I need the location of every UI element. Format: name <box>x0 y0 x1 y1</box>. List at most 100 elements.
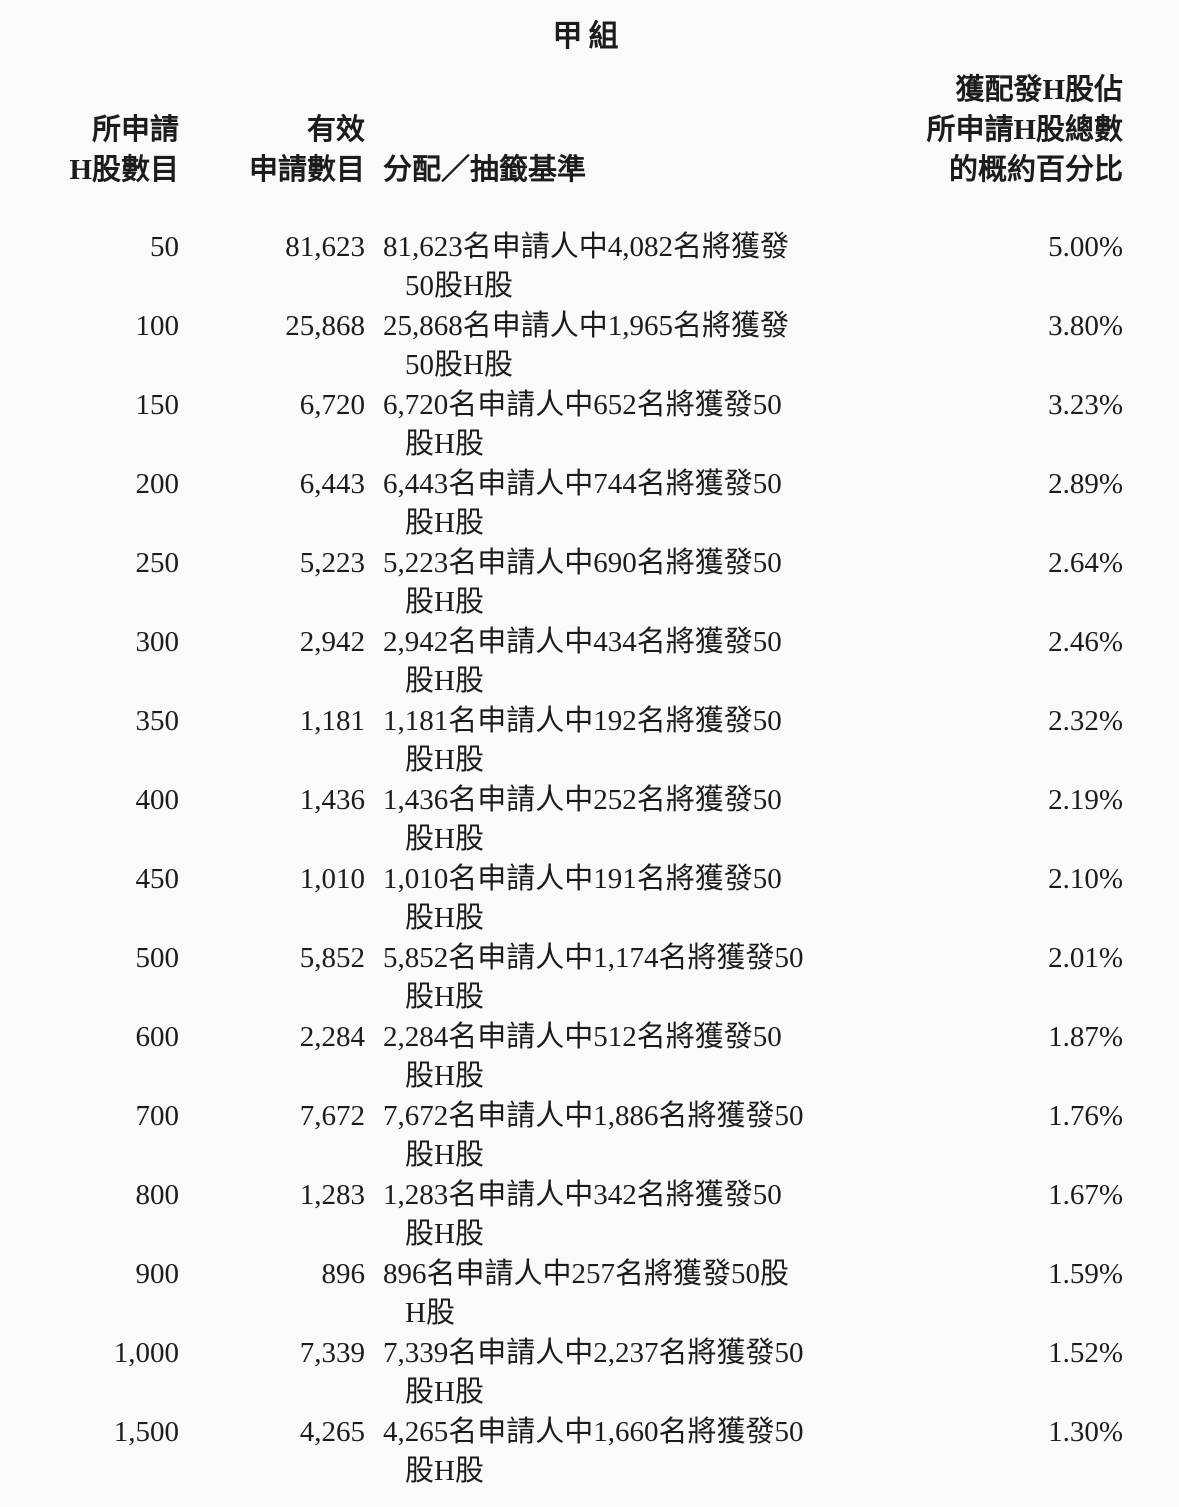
table-row: 200 6,443 6,443名申請人中744名將獲發50 股H股 2.89% <box>54 465 1124 543</box>
applied-shares-cell: 50 <box>150 231 179 263</box>
allocation-basis-cell: 2,284名申請人中512名將獲發50 股H股 <box>365 1018 885 1096</box>
basis-line1: 1,010名申請人中191名將獲發50 <box>383 863 782 895</box>
applied-shares-cell: 900 <box>135 1258 180 1290</box>
table-row: 500 5,852 5,852名申請人中1,174名將獲發50 股H股 2.01% <box>54 939 1124 1017</box>
basis-line2: 股H股 <box>405 823 484 855</box>
table-body: 50 81,623 81,623名申請人中4,082名將獲發 50股H股 5.00… <box>54 228 1123 1491</box>
allocation-basis-cell: 25,868名申請人中1,965名將獲發 50股H股 <box>365 307 885 385</box>
percentage-cell: 2.01% <box>1048 942 1123 974</box>
basis-line1: 896名申請人中257名將獲發50股 <box>383 1258 790 1290</box>
col-header-applied-line2: H股數目 <box>69 154 179 186</box>
basis-line2: 股H股 <box>405 981 484 1013</box>
basis-line1: 2,284名申請人中512名將獲發50 <box>383 1021 782 1053</box>
percentage-cell: 1.30% <box>1048 1416 1123 1448</box>
percentage-cell: 1.76% <box>1048 1100 1123 1132</box>
valid-applications-cell: 6,720 <box>299 389 365 421</box>
allocation-basis-cell: 2,942名申請人中434名將獲發50 股H股 <box>365 623 885 701</box>
table-row: 100 25,868 25,868名申請人中1,965名將獲發 50股H股 3.8… <box>54 307 1124 385</box>
basis-line2: 股H股 <box>405 428 484 460</box>
percentage-cell: 3.80% <box>1048 310 1123 342</box>
basis-line2: 股H股 <box>405 902 484 934</box>
applied-shares-cell: 350 <box>135 705 180 737</box>
basis-line1: 4,265名申請人中1,660名將獲發50 <box>383 1416 804 1448</box>
basis-line2: 股H股 <box>405 1376 484 1408</box>
allocation-basis-cell: 6,443名申請人中744名將獲發50 股H股 <box>365 465 885 543</box>
col-header-basis-label: 分配／抽籤基準 <box>383 154 587 186</box>
basis-line2: 股H股 <box>405 507 484 539</box>
applied-shares-cell: 400 <box>135 784 180 816</box>
valid-applications-cell: 1,436 <box>299 784 365 816</box>
percentage-cell: 2.19% <box>1048 784 1123 816</box>
applied-shares-cell: 250 <box>135 547 180 579</box>
allocation-basis-cell: 1,436名申請人中252名將獲發50 股H股 <box>365 781 885 859</box>
applied-shares-cell: 100 <box>135 310 180 342</box>
basis-line1: 6,443名申請人中744名將獲發50 <box>383 468 782 500</box>
col-header-percent-line3: 的概約百分比 <box>948 154 1123 186</box>
applied-shares-cell: 450 <box>135 863 180 895</box>
basis-line2: 股H股 <box>405 1218 484 1250</box>
basis-line2: 50股H股 <box>405 270 513 302</box>
table-row: 800 1,283 1,283名申請人中342名將獲發50 股H股 1.67% <box>54 1176 1124 1254</box>
col-header-applied-shares: 所申請 H股數目 <box>54 110 179 190</box>
allocation-basis-cell: 1,010名申請人中191名將獲發50 股H股 <box>365 860 885 938</box>
applied-shares-cell: 500 <box>135 942 180 974</box>
allocation-basis-cell: 81,623名申請人中4,082名將獲發 50股H股 <box>365 228 885 306</box>
table-row: 1,500 4,265 4,265名申請人中1,660名將獲發50 股H股 1.3… <box>54 1413 1123 1491</box>
allocation-basis-cell: 896名申請人中257名將獲發50股 H股 <box>365 1255 885 1333</box>
applied-shares-cell: 300 <box>135 626 180 658</box>
valid-applications-cell: 7,672 <box>299 1100 365 1132</box>
valid-applications-cell: 1,010 <box>299 863 365 895</box>
basis-line2: 股H股 <box>405 586 484 618</box>
table-row: 1,000 7,339 7,339名申請人中2,237名將獲發50 股H股 1.5… <box>54 1334 1123 1412</box>
table-row: 600 2,284 2,284名申請人中512名將獲發50 股H股 1.87% <box>54 1018 1124 1096</box>
percentage-cell: 3.23% <box>1048 389 1123 421</box>
basis-line2: 50股H股 <box>405 349 513 381</box>
allocation-basis-cell: 4,265名申請人中1,660名將獲發50 股H股 <box>365 1413 885 1491</box>
percentage-cell: 1.52% <box>1048 1337 1123 1369</box>
percentage-cell: 2.89% <box>1048 468 1123 500</box>
allocation-basis-cell: 7,339名申請人中2,237名將獲發50 股H股 <box>365 1334 885 1412</box>
table-row: 150 6,720 6,720名申請人中652名將獲發50 股H股 3.23% <box>54 386 1124 464</box>
applied-shares-cell: 1,000 <box>113 1337 179 1369</box>
valid-applications-cell: 7,339 <box>299 1337 365 1369</box>
basis-line2: 股H股 <box>405 665 484 697</box>
valid-applications-cell: 2,942 <box>299 626 365 658</box>
table-row: 350 1,181 1,181名申請人中192名將獲發50 股H股 2.32% <box>54 702 1124 780</box>
allocation-basis-cell: 5,223名申請人中690名將獲發50 股H股 <box>365 544 885 622</box>
basis-line2: H股 <box>405 1297 455 1329</box>
valid-applications-cell: 1,181 <box>299 705 365 737</box>
valid-applications-cell: 6,443 <box>299 468 365 500</box>
applied-shares-cell: 700 <box>135 1100 180 1132</box>
applied-shares-cell: 1,500 <box>113 1416 179 1448</box>
allocation-basis-cell: 1,283名申請人中342名將獲發50 股H股 <box>365 1176 885 1254</box>
allocation-basis-cell: 7,672名申請人中1,886名將獲發50 股H股 <box>365 1097 885 1175</box>
applied-shares-cell: 200 <box>135 468 180 500</box>
basis-line2: 股H股 <box>405 744 484 776</box>
col-header-valid-applications: 有效 申請數目 <box>179 110 365 190</box>
col-header-allocation-basis: 分配／抽籤基準 <box>365 150 885 190</box>
valid-applications-cell: 5,852 <box>299 942 365 974</box>
col-header-percent-line1: 獲配發H股佔 <box>955 74 1123 106</box>
allocation-basis-cell: 1,181名申請人中192名將獲發50 股H股 <box>365 702 885 780</box>
allocation-basis-cell: 5,852名申請人中1,174名將獲發50 股H股 <box>365 939 885 1017</box>
table-row: 700 7,672 7,672名申請人中1,886名將獲發50 股H股 1.76% <box>54 1097 1124 1175</box>
col-header-percentage: 獲配發H股佔 所申請H股總數 的概約百分比 <box>885 70 1123 190</box>
basis-line1: 7,339名申請人中2,237名將獲發50 <box>383 1337 804 1369</box>
allocation-basis-cell: 6,720名申請人中652名將獲發50 股H股 <box>365 386 885 464</box>
basis-line1: 81,623名申請人中4,082名將獲發 <box>383 231 790 263</box>
basis-line2: 股H股 <box>405 1139 484 1171</box>
percentage-cell: 2.10% <box>1048 863 1123 895</box>
basis-line1: 7,672名申請人中1,886名將獲發50 <box>383 1100 804 1132</box>
table-title: 甲組 <box>552 20 625 53</box>
percentage-cell: 1.67% <box>1048 1179 1123 1211</box>
valid-applications-cell: 896 <box>321 1258 366 1290</box>
valid-applications-cell: 25,868 <box>285 310 365 342</box>
basis-line1: 1,181名申請人中192名將獲發50 <box>383 705 782 737</box>
valid-applications-cell: 2,284 <box>299 1021 365 1053</box>
percentage-cell: 1.87% <box>1048 1021 1123 1053</box>
col-header-percent-line2: 所申請H股總數 <box>926 114 1123 146</box>
percentage-cell: 2.32% <box>1048 705 1123 737</box>
table-row: 250 5,223 5,223名申請人中690名將獲發50 股H股 2.64% <box>54 544 1124 622</box>
basis-line2: 股H股 <box>405 1060 484 1092</box>
basis-line1: 5,852名申請人中1,174名將獲發50 <box>383 942 804 974</box>
